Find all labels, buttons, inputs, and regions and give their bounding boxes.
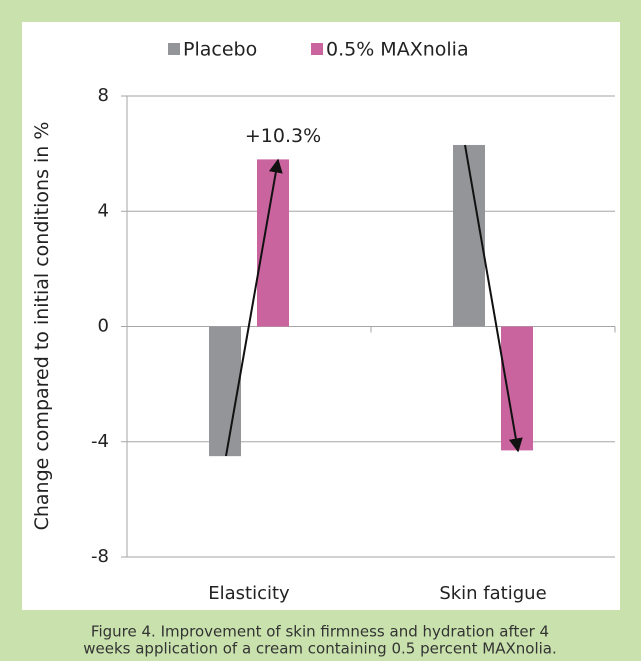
arrow (464, 144, 523, 453)
chart-panel (22, 22, 620, 610)
y-tick-label: 8 (98, 85, 109, 106)
bar (209, 326, 241, 457)
y-axis-label: Change compared to initial conditions in… (31, 122, 53, 531)
x-tick-label: Elasticity (208, 583, 290, 604)
y-tick-label: 4 (98, 200, 109, 221)
y-tick-label: 0 (98, 316, 109, 337)
arrow (225, 158, 283, 457)
legend-label: Placebo (183, 39, 257, 61)
legend-swatch (168, 43, 180, 55)
bar (453, 144, 485, 327)
y-tick-label: -8 (91, 546, 109, 567)
y-tick-label: -4 (91, 431, 109, 452)
bar (501, 326, 533, 451)
legend-label: 0.5% MAXnolia (326, 39, 469, 61)
legend-swatch (311, 43, 323, 55)
caption-line: weeks application of a cream containing … (83, 640, 557, 658)
x-tick-label: Skin fatigue (439, 583, 546, 604)
caption-line: Figure 4. Improvement of skin firmness a… (91, 623, 549, 641)
annotation: +10.3% (245, 125, 321, 147)
caption: Figure 4. Improvement of skin firmness a… (83, 623, 557, 658)
